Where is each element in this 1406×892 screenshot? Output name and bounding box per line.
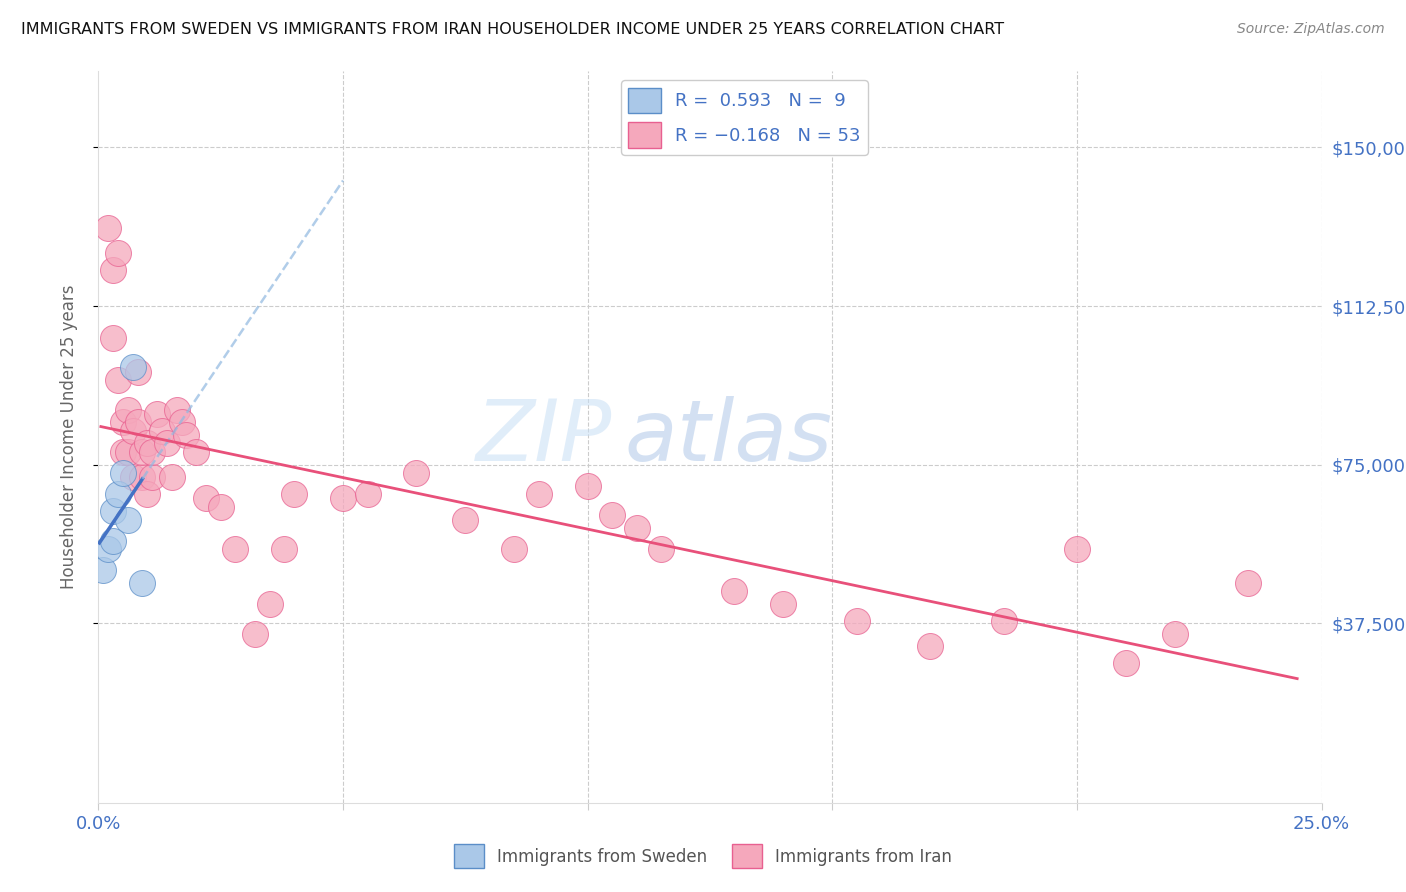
Point (107, 487, 129, 501)
Point (332, 491, 354, 506)
Point (1237, 576, 1260, 591)
Point (160, 470, 183, 484)
Point (772, 597, 794, 611)
Point (600, 508, 623, 523)
Point (136, 436, 159, 450)
Point (127, 365, 149, 379)
Point (1066, 542, 1088, 557)
Point (1115, 657, 1137, 671)
Point (141, 445, 163, 459)
Point (166, 402, 188, 417)
Point (141, 470, 163, 484)
Point (259, 597, 281, 611)
Point (845, 614, 868, 628)
Point (146, 407, 169, 421)
Point (111, 415, 134, 429)
Point (170, 415, 193, 429)
Point (131, 576, 153, 591)
Point (195, 491, 218, 506)
Point (107, 373, 129, 387)
Point (186, 445, 208, 459)
Point (723, 584, 745, 599)
Y-axis label: Householder Income Under 25 years: Householder Income Under 25 years (59, 285, 77, 590)
Point (527, 487, 550, 501)
Point (156, 436, 179, 450)
Point (405, 466, 427, 480)
Point (650, 542, 672, 557)
Point (117, 512, 139, 526)
Point (131, 470, 153, 484)
Point (111, 466, 134, 480)
Point (150, 424, 173, 438)
Point (131, 445, 153, 459)
Point (91, 563, 114, 577)
Legend: Immigrants from Sweden, Immigrants from Iran: Immigrants from Sweden, Immigrants from … (447, 838, 959, 875)
Point (97, 220, 120, 235)
Text: atlas: atlas (624, 395, 832, 479)
Point (101, 263, 124, 277)
Point (273, 542, 295, 557)
Point (101, 533, 124, 548)
Point (101, 331, 124, 345)
Point (626, 521, 648, 535)
Text: IMMIGRANTS FROM SWEDEN VS IMMIGRANTS FROM IRAN HOUSEHOLDER INCOME UNDER 25 YEARS: IMMIGRANTS FROM SWEDEN VS IMMIGRANTS FRO… (21, 22, 1004, 37)
Point (136, 487, 159, 501)
Point (121, 360, 143, 375)
Point (576, 479, 599, 493)
Text: Source: ZipAtlas.com: Source: ZipAtlas.com (1237, 22, 1385, 37)
Point (127, 415, 149, 429)
Text: ZIP: ZIP (475, 395, 612, 479)
Legend: R =  0.593   N =  9, R = −0.168   N = 53: R = 0.593 N = 9, R = −0.168 N = 53 (621, 80, 868, 155)
Point (97, 542, 120, 557)
Point (121, 470, 143, 484)
Point (107, 246, 129, 260)
Point (111, 445, 134, 459)
Point (454, 512, 477, 526)
Point (356, 487, 378, 501)
Point (920, 640, 942, 654)
Point (283, 487, 305, 501)
Point (503, 542, 526, 557)
Point (993, 614, 1015, 628)
Point (176, 428, 198, 442)
Point (209, 500, 232, 514)
Point (117, 445, 139, 459)
Point (101, 504, 124, 518)
Point (224, 542, 246, 557)
Point (243, 626, 266, 640)
Point (1164, 626, 1187, 640)
Point (117, 402, 139, 417)
Point (121, 424, 143, 438)
